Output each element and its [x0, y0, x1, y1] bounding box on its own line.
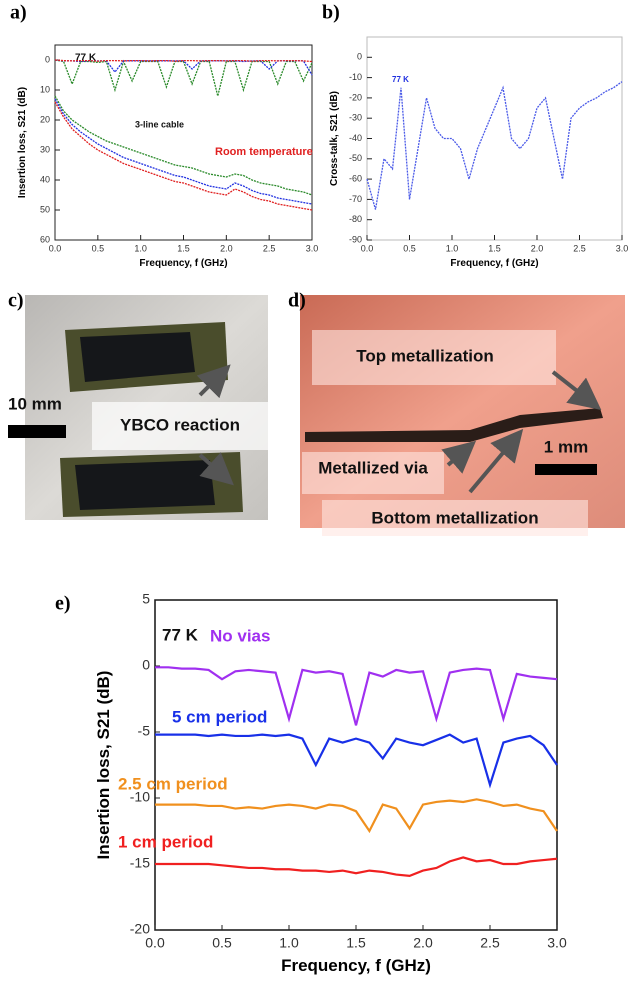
y-tick-label: -15 — [130, 855, 150, 871]
y-tick-label: -40 — [349, 133, 362, 143]
x-axis-label: Frequency, f (GHz) — [450, 258, 538, 269]
series-line — [155, 857, 557, 875]
annotation: 77 K — [392, 75, 409, 84]
x-tick-label: 0.0 — [361, 243, 374, 253]
x-tick-label: 0.0 — [145, 935, 165, 951]
y-axis-label: Cross-talk, S21 (dB) — [329, 91, 340, 186]
y-tick-label: 10 — [40, 84, 50, 94]
y-tick-label: -80 — [349, 214, 362, 224]
y-tick-label: 5 — [142, 591, 150, 607]
x-tick-label: 1.0 — [279, 935, 299, 951]
x-tick-label: 1.0 — [134, 243, 147, 253]
y-tick-label: 50 — [40, 204, 50, 214]
y-tick-label: -10 — [349, 72, 362, 82]
x-tick-label: 0.5 — [212, 935, 232, 951]
y-tick-label: -50 — [349, 153, 362, 163]
y-tick-label: -30 — [349, 113, 362, 123]
series-line — [367, 82, 622, 210]
photo-label: YBCO reaction — [120, 415, 240, 434]
y-tick-label: -60 — [349, 173, 362, 183]
annotation: 3-line cable — [135, 119, 184, 129]
y-tick-label: 0 — [142, 657, 150, 673]
y-tick-label: -90 — [349, 234, 362, 244]
scale-label: 10 mm — [8, 394, 62, 413]
photo-c: 10 mm YBCO reaction c) — [8, 290, 268, 520]
y-tick-label: 0 — [357, 52, 362, 62]
panel-label: d) — [288, 290, 306, 312]
x-axis-label: Frequency, f (GHz) — [139, 258, 227, 269]
panel-label: b) — [322, 2, 340, 24]
x-tick-label: 2.5 — [573, 243, 586, 253]
x-axis-label: Frequency, f (GHz) — [281, 956, 431, 975]
x-tick-label: 1.5 — [177, 243, 190, 253]
annotation: Room temperature — [215, 146, 313, 158]
panel-label: a) — [10, 2, 27, 24]
y-tick-label: 60 — [40, 234, 50, 244]
series-label: 5 cm period — [172, 707, 267, 726]
photo-label: Top metallization — [356, 346, 494, 365]
y-tick-label: -5 — [138, 723, 151, 739]
x-tick-label: 1.5 — [488, 243, 501, 253]
annotation: 77 K — [162, 625, 199, 644]
x-tick-label: 1.0 — [446, 243, 459, 253]
y-axis-label: Insertion loss, S21 (dB) — [17, 87, 28, 198]
x-tick-label: 0.5 — [403, 243, 416, 253]
y-tick-label: 40 — [40, 174, 50, 184]
x-tick-label: 2.0 — [220, 243, 233, 253]
y-tick-label: 30 — [40, 144, 50, 154]
photo-d: Top metallization 1 mm Metallized via Bo… — [288, 290, 625, 536]
series-label: 2.5 cm period — [118, 774, 228, 793]
series-label: No vias — [210, 626, 270, 645]
x-tick-label: 2.5 — [263, 243, 276, 253]
photo-label: Metallized via — [318, 458, 428, 477]
figure: 10 mm YBCO reaction c) Top metallization… — [0, 0, 629, 992]
photo-label: Bottom metallization — [371, 508, 538, 527]
y-tick-label: -70 — [349, 194, 362, 204]
x-tick-label: 3.0 — [616, 243, 629, 253]
x-tick-label: 3.0 — [306, 243, 319, 253]
series-line — [155, 799, 557, 831]
series-label: 1 cm period — [118, 832, 213, 851]
scale-label: 1 mm — [544, 437, 588, 456]
panel-label: e) — [55, 593, 71, 615]
y-tick-label: -20 — [130, 921, 150, 937]
x-tick-label: 3.0 — [547, 935, 567, 951]
y-tick-label: 0 — [45, 54, 50, 64]
y-tick-label: -20 — [349, 92, 362, 102]
y-axis-label: Insertion loss, S21 (dB) — [94, 671, 113, 860]
x-tick-label: 1.5 — [346, 935, 366, 951]
sample-reaction — [75, 460, 215, 510]
x-tick-label: 0.0 — [49, 243, 62, 253]
x-tick-label: 0.5 — [92, 243, 105, 253]
x-tick-label: 2.0 — [413, 935, 433, 951]
scale-bar — [535, 464, 597, 475]
panel-label: c) — [8, 290, 24, 312]
x-tick-label: 2.0 — [531, 243, 544, 253]
y-tick-label: 20 — [40, 114, 50, 124]
x-tick-label: 2.5 — [480, 935, 500, 951]
scale-bar — [8, 425, 66, 438]
